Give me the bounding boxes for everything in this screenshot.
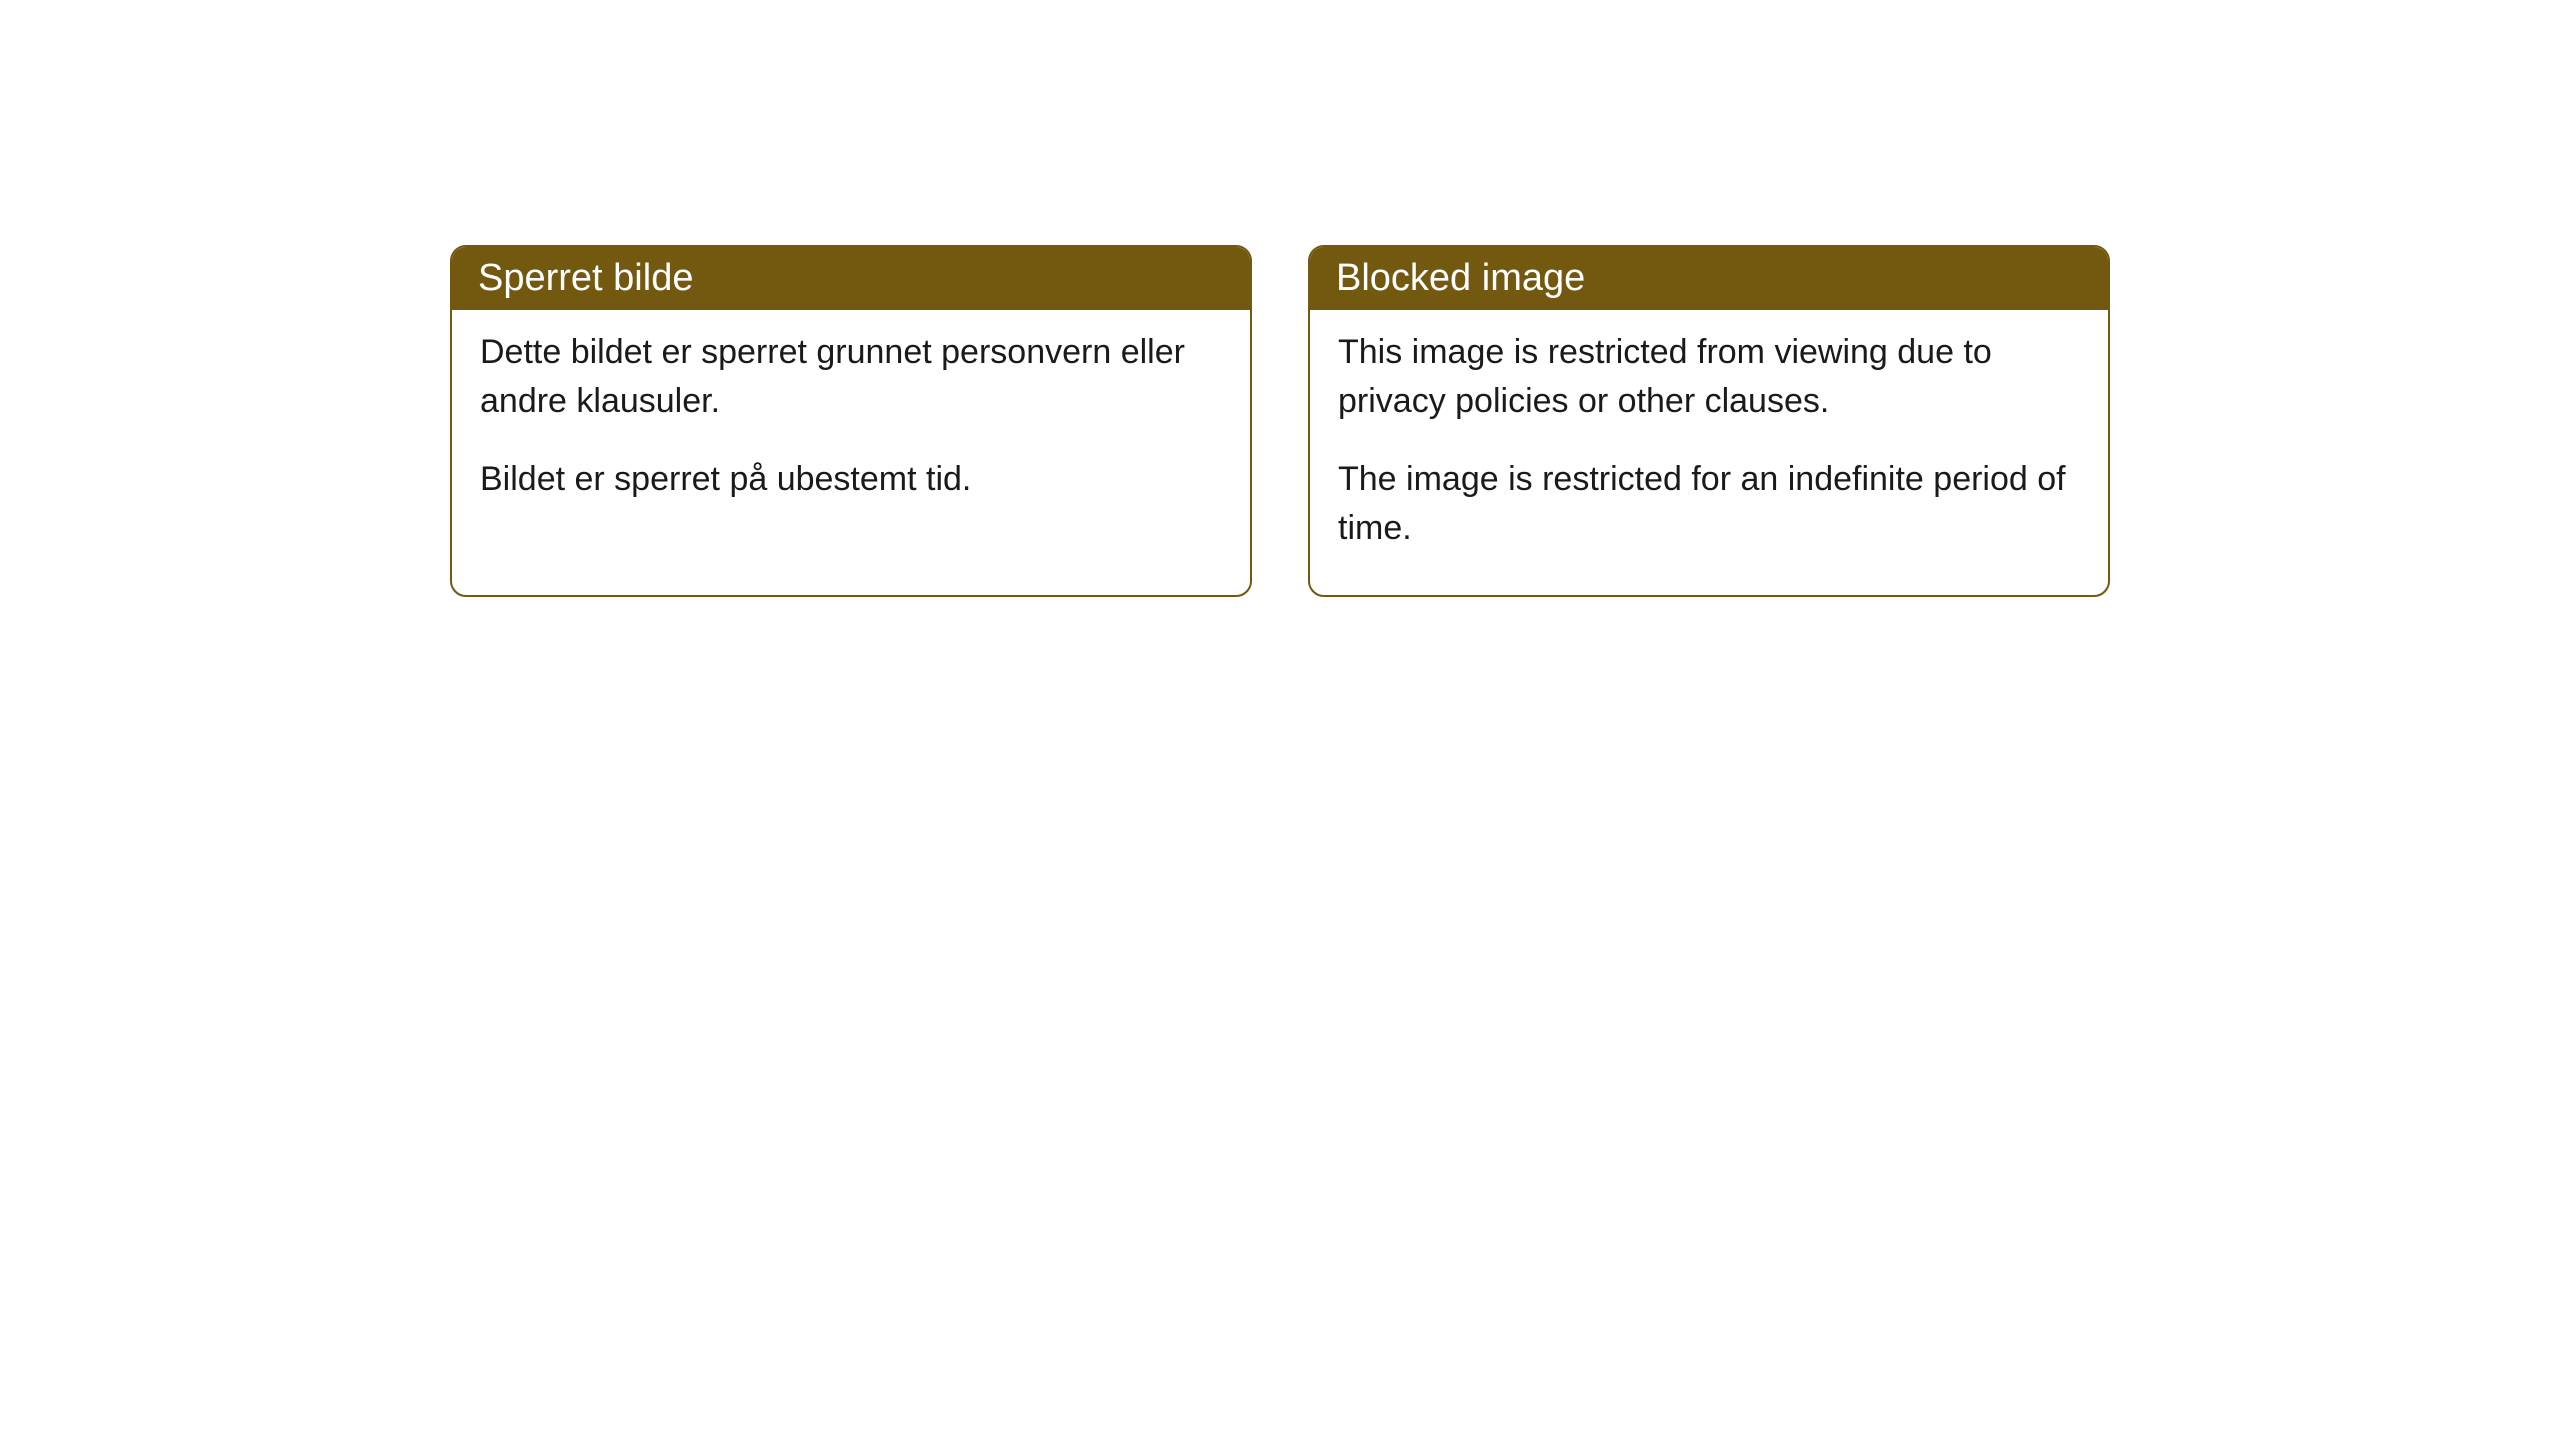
panel-header: Blocked image <box>1310 247 2108 310</box>
panel-body: This image is restricted from viewing du… <box>1310 310 2108 595</box>
panel-header: Sperret bilde <box>452 247 1250 310</box>
panel-paragraph: This image is restricted from viewing du… <box>1338 328 2080 427</box>
notice-panel-english: Blocked image This image is restricted f… <box>1308 245 2110 597</box>
panel-header-text: Blocked image <box>1336 257 1585 299</box>
panel-body: Dette bildet er sperret grunnet personve… <box>452 310 1250 546</box>
panel-header-text: Sperret bilde <box>478 257 693 299</box>
notice-container: Sperret bilde Dette bildet er sperret gr… <box>450 245 2110 597</box>
panel-paragraph: Dette bildet er sperret grunnet personve… <box>480 328 1222 427</box>
notice-panel-norwegian: Sperret bilde Dette bildet er sperret gr… <box>450 245 1252 597</box>
panel-paragraph: Bildet er sperret på ubestemt tid. <box>480 455 1222 504</box>
panel-paragraph: The image is restricted for an indefinit… <box>1338 455 2080 554</box>
